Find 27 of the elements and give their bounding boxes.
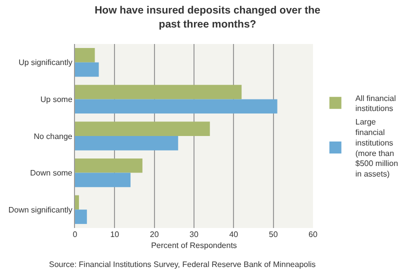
x-tick-label: 0 [72,230,78,239]
chart-title: How have insured deposits changed over the past three months? [94,4,321,30]
bar [75,122,210,136]
bar [75,158,142,173]
y-tick-label: Down some [30,168,73,178]
bar [75,48,95,62]
source-note: Source: Financial Institutions Survey, Federal Reserve Bank of Minneapolis [49,260,316,269]
y-tick-label: Up some [40,95,73,104]
x-tick-label: 30 [190,230,199,239]
x-tick-label: 40 [229,230,239,239]
legend-label: Large financial institutions (more than $500 million in assets) [355,118,398,179]
bar [75,62,99,77]
y-tick-label: Down significantly [8,205,72,214]
bar [75,84,242,100]
x-tick-label: 20 [150,230,160,239]
x-tick-label: 10 [110,230,120,239]
bar [75,210,87,224]
y-tick-label: Up significantly [18,58,72,68]
x-tick-label: 50 [268,230,278,239]
bar [75,136,178,150]
bar [75,172,131,188]
legend-label: All financial institutions [355,94,396,114]
x-axis-title: Percent of Respondents [151,241,237,250]
y-tick-label: No change [34,132,73,141]
x-tick-label: 60 [308,230,318,239]
bar [75,99,278,114]
bar [75,195,79,210]
